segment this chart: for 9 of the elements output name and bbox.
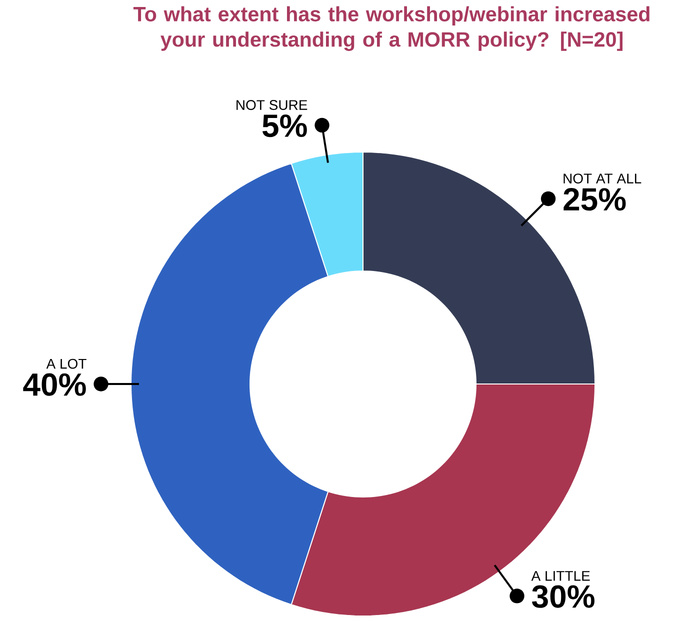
- slice-label: NOT AT ALL: [564, 174, 642, 184]
- slice-label: NOT SURE: [236, 100, 308, 110]
- slice-label: A LITTLE: [531, 571, 590, 581]
- slice-label: A LOT: [46, 358, 86, 369]
- chart-title: To what extent has the workshop/webinar increased your understanding of a MORR policy? [N=20]: [133, 6, 650, 51]
- data-label: 40%: [23, 373, 86, 396]
- data-label: 5%: [262, 114, 307, 138]
- data-label: 25%: [564, 188, 626, 211]
- data-label: 30%: [532, 585, 594, 608]
